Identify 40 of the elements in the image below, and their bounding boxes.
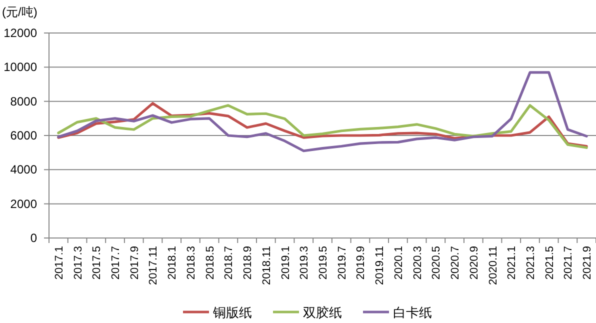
x-tick-label: 2019.9 xyxy=(355,246,368,280)
x-tick-label: 2019.7 xyxy=(336,246,348,280)
y-tick-label: 4000 xyxy=(10,162,38,177)
legend-label: 铜版纸 xyxy=(212,305,252,320)
x-tick-label: 2021.9 xyxy=(582,246,594,280)
x-tick-label: 2020.11 xyxy=(487,246,500,285)
x-tick-label: 2021.5 xyxy=(544,246,556,280)
x-tick-label: 2018.1 xyxy=(166,246,179,280)
x-tick-label: 2017.9 xyxy=(128,246,141,280)
x-tick-label: 2019.11 xyxy=(374,246,386,285)
legend-label: 双胶纸 xyxy=(303,305,342,320)
x-tick-label: 2021.7 xyxy=(562,246,575,280)
x-tick-label: 2019.5 xyxy=(318,246,330,280)
x-tick-label: 2021.1 xyxy=(506,246,518,280)
x-tick-label: 2020.9 xyxy=(468,246,480,280)
y-axis-title: (元/吨) xyxy=(2,5,38,19)
x-tick-label: 2018.9 xyxy=(242,246,254,280)
legend-label: 白卡纸 xyxy=(393,305,432,320)
x-tick-label: 2018.5 xyxy=(204,246,216,280)
x-tick-label: 2017.3 xyxy=(72,246,84,280)
x-tick-label: 2017.5 xyxy=(91,246,104,280)
x-tick-label: 2018.7 xyxy=(223,246,236,280)
y-tick-label: 12000 xyxy=(4,26,38,40)
y-tick-label: 6000 xyxy=(10,128,38,142)
x-tick-label: 2020.3 xyxy=(412,246,424,280)
y-tick-label: 2000 xyxy=(10,196,38,211)
x-tick-label: 2018.11 xyxy=(260,246,273,285)
x-tick-label: 2018.3 xyxy=(185,246,198,280)
x-tick-label: 2019.3 xyxy=(298,246,311,280)
y-tick-label: 0 xyxy=(30,231,38,245)
x-tick-label: 2020.7 xyxy=(450,246,462,280)
x-tick-label: 2017.7 xyxy=(110,246,122,280)
x-tick-label: 2017.1 xyxy=(53,246,66,280)
x-tick-label: 2020.1 xyxy=(392,246,405,280)
y-tick-label: 10000 xyxy=(4,60,38,74)
x-tick-label: 2021.3 xyxy=(524,246,537,280)
x-tick-label: 2019.1 xyxy=(280,246,292,280)
x-tick-label: 2020.5 xyxy=(430,246,443,280)
x-tick-label: 2017.11 xyxy=(148,246,160,285)
y-tick-label: 8000 xyxy=(10,94,38,108)
